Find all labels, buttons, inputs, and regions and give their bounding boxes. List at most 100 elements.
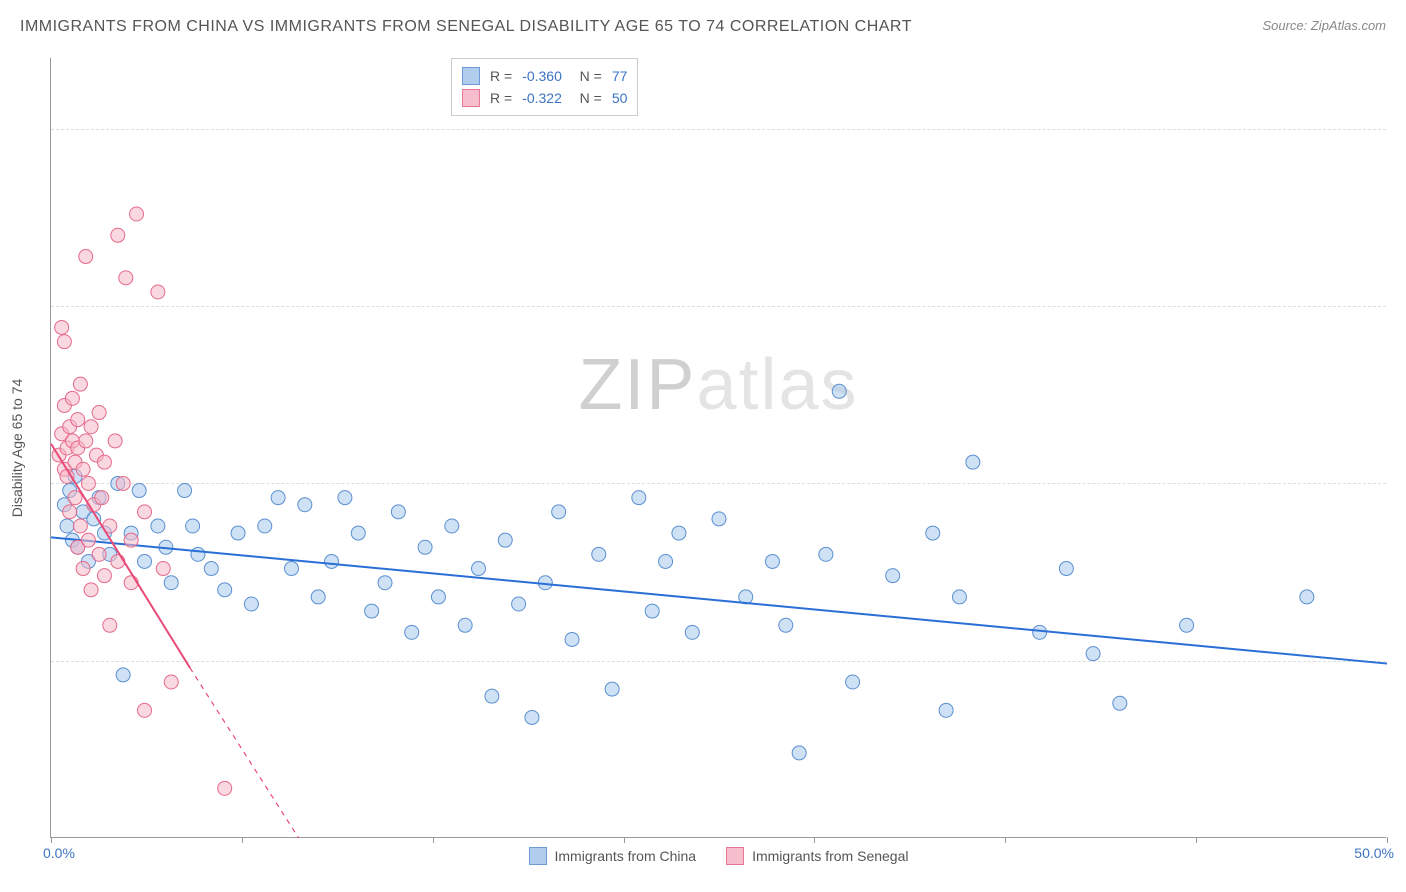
n-label: N = [572,87,602,109]
data-point [204,562,218,576]
n-label: N = [572,65,602,87]
data-point [68,491,82,505]
data-point [792,746,806,760]
data-point [338,491,352,505]
data-point [391,505,405,519]
data-point [81,476,95,490]
data-point [132,484,146,498]
data-point [244,597,258,611]
data-point [351,526,365,540]
data-point [63,505,77,519]
data-point [886,569,900,583]
data-point [485,689,499,703]
data-point [1086,647,1100,661]
data-point [151,519,165,533]
data-point [552,505,566,519]
data-point [405,625,419,639]
data-point [418,540,432,554]
data-point [512,597,526,611]
chart-title: IMMIGRANTS FROM CHINA VS IMMIGRANTS FROM… [20,18,912,36]
data-point [57,335,71,349]
data-point [97,569,111,583]
data-point [97,455,111,469]
trend-line-extended [190,668,299,838]
data-point [231,526,245,540]
data-point [108,434,122,448]
legend-item-china: Immigrants from China [529,847,697,865]
data-point [565,632,579,646]
data-point [1113,696,1127,710]
data-point [84,583,98,597]
data-point [846,675,860,689]
data-point [79,434,93,448]
x-min-label: 0.0% [43,845,75,861]
data-point [138,554,152,568]
r-value-china: -0.360 [522,65,562,87]
data-point [966,455,980,469]
data-point [819,547,833,561]
legend-swatch-senegal [726,847,744,865]
y-tick-label: 12.5% [1394,653,1406,669]
legend-item-senegal: Immigrants from Senegal [726,847,908,865]
data-point [186,519,200,533]
data-point [55,320,69,334]
data-point [79,250,93,264]
legend-label-senegal: Immigrants from Senegal [752,848,908,864]
legend-label-china: Immigrants from China [555,848,697,864]
data-point [378,576,392,590]
data-point [65,391,79,405]
data-point [124,533,138,547]
data-point [431,590,445,604]
data-point [71,413,85,427]
data-point [271,491,285,505]
data-point [116,476,130,490]
swatch-china [462,67,480,85]
data-point [284,562,298,576]
legend-swatch-china [529,847,547,865]
data-point [103,618,117,632]
data-point [605,682,619,696]
data-point [832,384,846,398]
data-point [325,554,339,568]
data-point [458,618,472,632]
r-label: R = [490,65,512,87]
data-point [218,781,232,795]
data-point [445,519,459,533]
data-point [632,491,646,505]
data-point [672,526,686,540]
data-point [151,285,165,299]
swatch-senegal [462,89,480,107]
y-tick-label: 25.0% [1394,475,1406,491]
data-point [81,533,95,547]
data-point [926,526,940,540]
data-point [1059,562,1073,576]
data-point [60,519,74,533]
data-point [311,590,325,604]
data-point [156,562,170,576]
data-point [84,420,98,434]
scatter-svg [51,58,1387,838]
data-point [164,675,178,689]
data-point [1180,618,1194,632]
x-tick-mark [1387,837,1388,843]
y-axis-label: Disability Age 65 to 74 [9,378,25,517]
n-value-senegal: 50 [612,87,628,109]
data-point [138,703,152,717]
data-point [191,547,205,561]
data-point [130,207,144,221]
data-point [76,562,90,576]
legend: Immigrants from China Immigrants from Se… [529,847,909,865]
data-point [138,505,152,519]
data-point [116,668,130,682]
data-point [218,583,232,597]
data-point [178,484,192,498]
data-point [779,618,793,632]
data-point [92,547,106,561]
data-point [645,604,659,618]
data-point [525,710,539,724]
data-point [712,512,726,526]
r-value-senegal: -0.322 [522,87,562,109]
y-tick-label: 50.0% [1394,121,1406,137]
data-point [685,625,699,639]
corr-row-china: R = -0.360 N = 77 [462,65,627,87]
